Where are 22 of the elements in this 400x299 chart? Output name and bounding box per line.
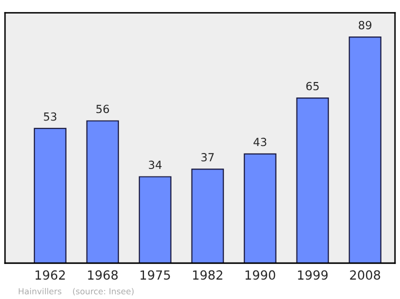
x-tick-label: 1982 (193, 270, 222, 280)
x-tick-label: 1999 (298, 270, 328, 280)
x-tick-label: 1990 (246, 270, 276, 280)
data-label: 34 (148, 160, 162, 170)
x-tick-label: 1968 (88, 270, 118, 280)
x-tick-label: 1975 (140, 270, 170, 280)
bar (138, 176, 172, 264)
x-tick-label: 2008 (350, 270, 380, 280)
data-label: 53 (44, 112, 56, 121)
x-tick-label: 1962 (36, 270, 65, 280)
text: Hainvillers (source: Insee) (18, 288, 134, 296)
data-label: 56 (96, 104, 109, 114)
data-label: 43 (254, 138, 266, 146)
bar (296, 97, 329, 264)
bar (34, 128, 66, 264)
data-label: 89 (358, 20, 372, 30)
bar (348, 36, 382, 264)
data-label: 65 (306, 82, 319, 90)
data-label: 37 (201, 153, 214, 162)
bar (191, 168, 224, 264)
bar (86, 120, 119, 264)
bar (244, 153, 276, 264)
